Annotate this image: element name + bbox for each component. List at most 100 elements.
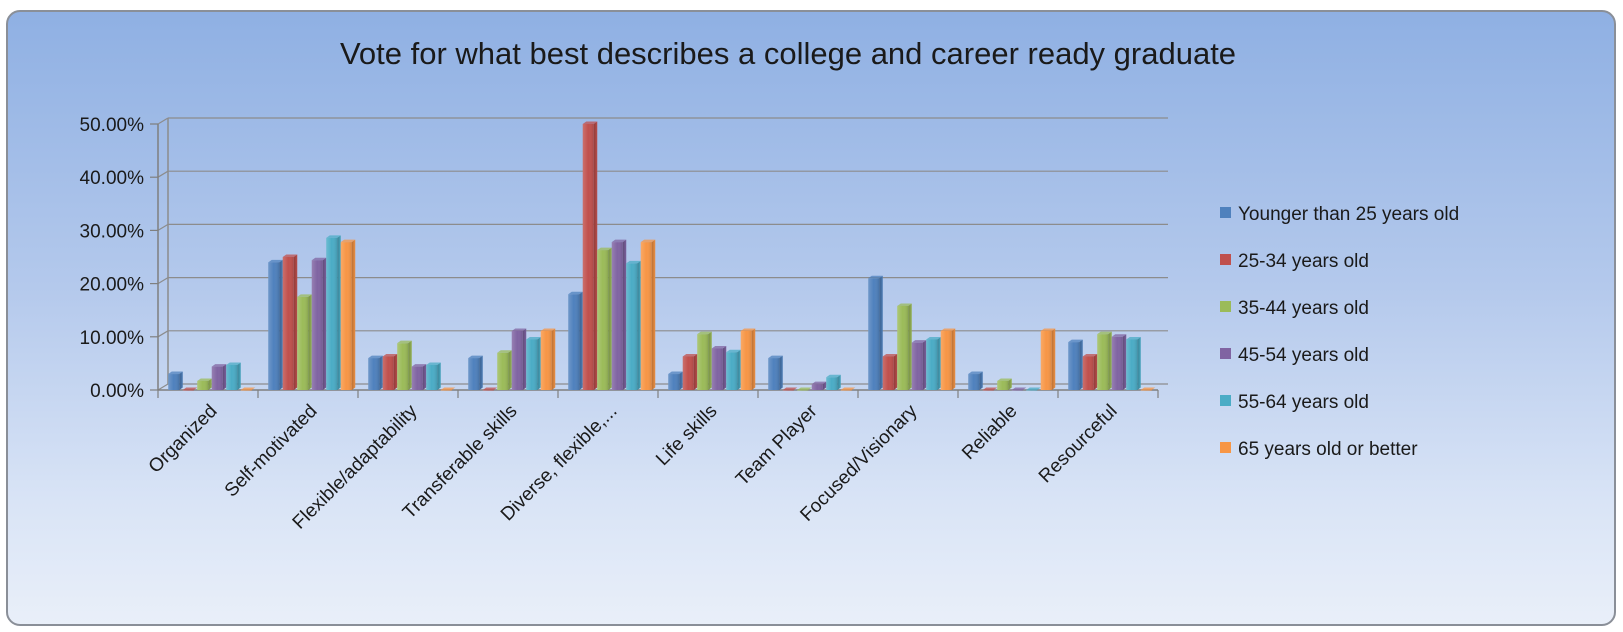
bar-side-shade [237, 362, 241, 390]
bar [311, 257, 327, 390]
bar [568, 291, 583, 390]
bar-side-shade [179, 371, 183, 390]
bar-front-shade [726, 352, 738, 390]
legend-label: 35-44 years old [1238, 298, 1369, 319]
bar [882, 353, 898, 390]
bar [1140, 387, 1156, 391]
y-tick-label: 0.00% [90, 381, 144, 402]
bar-top [768, 355, 783, 359]
bar-front-shade [440, 390, 452, 391]
bar [182, 387, 198, 391]
bar [626, 260, 641, 390]
bar-front-shade [397, 343, 409, 390]
bar-top [811, 381, 827, 385]
bar-top [968, 371, 983, 375]
bar [1111, 334, 1127, 390]
bar-front-shade [1097, 334, 1109, 390]
bar-side-shade [893, 353, 898, 390]
bar-front-shade [911, 342, 923, 390]
x-tick-label: Reliable [958, 401, 1021, 464]
bar-side-shade [1093, 353, 1098, 390]
bar-front-shade [268, 262, 280, 390]
bar-top [282, 254, 298, 257]
bar [211, 364, 227, 390]
bar [297, 294, 312, 390]
bar-top [611, 239, 627, 243]
bar [968, 371, 983, 390]
bar [340, 239, 356, 390]
bar-top [540, 328, 556, 331]
bar-top [340, 239, 356, 243]
bar-side-shade [408, 340, 412, 390]
x-tick-label: Self-motivated [221, 401, 322, 502]
bar [468, 355, 483, 390]
bar-front-shade [1111, 336, 1123, 390]
x-tick-labels: Organized Self-motivatedFlexible/adaptabi… [145, 400, 1122, 533]
grid-depth-line [157, 383, 169, 391]
bar-front-shade [368, 358, 380, 390]
bar-front-shade [197, 380, 209, 390]
bar-front-shade [568, 294, 580, 390]
legend-entry: 45-54 years old [1220, 345, 1369, 366]
chart-title: Vote for what best describes a college a… [340, 36, 1236, 71]
legend-swatch [1220, 348, 1231, 359]
bar-top [868, 275, 883, 279]
bar-front-shade [697, 334, 709, 390]
bar-side-shade [437, 362, 441, 390]
x-tick-label: Team Player [732, 400, 822, 490]
bar-front-shade [597, 250, 609, 390]
bar [268, 259, 283, 390]
bar-front-shade [1011, 390, 1023, 391]
bar-top [582, 121, 598, 124]
legend-label: Younger than 25 years old [1238, 204, 1459, 225]
bar-side-shade [908, 303, 912, 390]
bar-side-shade [722, 346, 727, 390]
bar [668, 371, 683, 390]
bar-front-shade [611, 242, 623, 390]
legend-swatch [1220, 254, 1231, 265]
x-tick-label: Life skills [652, 401, 721, 470]
y-tick-label: 50.00% [80, 115, 145, 136]
legend-label: 45-54 years old [1238, 345, 1369, 366]
legend-entry: Younger than 25 years old [1220, 204, 1459, 225]
bar-side-shade [737, 349, 741, 390]
bar-top [440, 387, 456, 390]
grid-depth-line [157, 223, 169, 231]
bar-front-shade [511, 330, 523, 390]
bars-layer [168, 121, 1156, 391]
bar-front-shade [226, 364, 238, 390]
bar-top [411, 364, 427, 367]
bar [1126, 336, 1141, 390]
bar [497, 350, 512, 390]
bar-side-shade [622, 239, 627, 390]
bar-side-shade [708, 331, 712, 390]
bar [1011, 387, 1027, 391]
bar-front-shade [1068, 342, 1080, 390]
bar-side-shade [208, 378, 212, 390]
bar-top [640, 239, 656, 243]
bar-side-shade [293, 254, 298, 390]
bar [682, 353, 698, 390]
bar-side-shade [608, 247, 612, 390]
bar-front-shade [682, 356, 694, 390]
bar-side-shade [1122, 334, 1127, 390]
chart-svg: Vote for what best describes a college a… [80, 36, 1460, 534]
bar-front-shade [897, 305, 909, 390]
bar-front-shade [540, 330, 552, 390]
bar-side-shade [537, 336, 541, 390]
bar-top [468, 355, 483, 359]
bar-top [397, 340, 412, 344]
bar [640, 239, 656, 390]
bar-front-shade [411, 366, 423, 390]
bar [940, 328, 956, 390]
bar [240, 387, 256, 391]
bar-side-shade [579, 291, 583, 390]
bar [426, 362, 441, 390]
bar [868, 275, 883, 390]
bar-side-shade [651, 239, 656, 390]
y-tick-label: 10.00% [80, 328, 145, 349]
bar [740, 328, 756, 390]
bar-front-shade [626, 263, 638, 390]
bar [1068, 339, 1083, 390]
legend-label: 65 years old or better [1238, 439, 1418, 460]
